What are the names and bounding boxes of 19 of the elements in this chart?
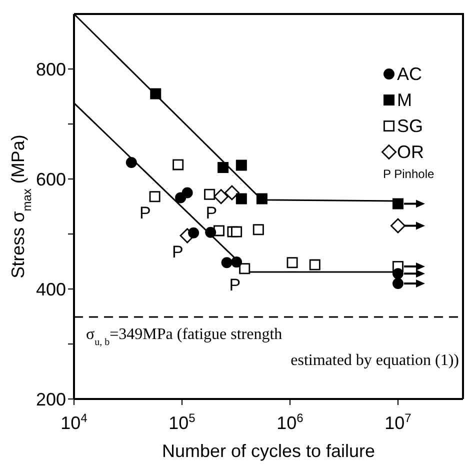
annotation: P bbox=[139, 204, 151, 223]
annotation: P Pinhole bbox=[383, 167, 434, 181]
y-tick-label: 200 bbox=[36, 389, 66, 410]
ref-line-label: σ$_{u, b}$=349MPa (fatigue strength estimated by equation (1)) bbox=[86, 326, 459, 370]
legend-label: AC bbox=[397, 64, 422, 84]
x-tick-label: 10$^{7}$ bbox=[384, 411, 412, 433]
legend-label: M bbox=[397, 90, 412, 110]
x-tick-label: 10$^{4}$ bbox=[60, 411, 88, 433]
annotation: P bbox=[172, 242, 184, 262]
x-tick-label: 10$^{5}$ bbox=[168, 411, 196, 433]
legend-label: OR bbox=[397, 142, 424, 162]
x-tick-label: 10$^{6}$ bbox=[276, 411, 304, 433]
x-axis-title: Number of cycles to failure bbox=[162, 441, 376, 461]
legend-label: SG bbox=[397, 116, 424, 136]
y-tick-label: 400 bbox=[36, 279, 66, 300]
annotation: P bbox=[229, 276, 241, 295]
annotation: P bbox=[206, 204, 218, 223]
y-tick-label: 800 bbox=[36, 59, 66, 80]
y-tick-label: 600 bbox=[36, 169, 66, 190]
